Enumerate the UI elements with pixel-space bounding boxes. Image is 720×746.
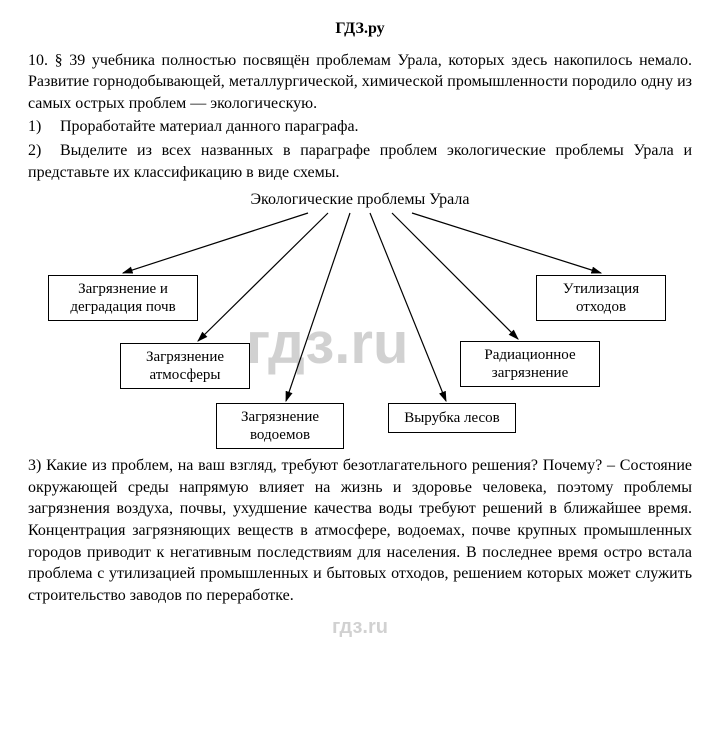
diagram-node-n1: Загрязнение идеградация почв	[48, 275, 198, 321]
site-header: ГДЗ.ру	[28, 18, 692, 40]
diagram-node-n3: Загрязнениеатмосферы	[120, 343, 250, 389]
q3-paragraph: 3) Какие из проблем, на ваш взгляд, треб…	[28, 455, 692, 606]
q3-lead: 3) Какие из проблем, на ваш взгляд, треб…	[28, 457, 620, 474]
diagram-node-n2: Утилизацияотходов	[536, 275, 666, 321]
watermark-footer: гдз.ru	[28, 614, 692, 641]
diagram-node-n5: Загрязнениеводоемов	[216, 403, 344, 449]
q3-answer: Состояние окружающей среды напрямую влия…	[28, 457, 692, 604]
diagram: гдз.ru Экологические проблемы Урала Загр…	[28, 189, 692, 449]
intro-paragraph: 10. § 39 учебника полностью посвящён про…	[28, 50, 692, 115]
diagram-node-n6: Вырубка лесов	[388, 403, 516, 433]
list-num-1: 1)	[28, 116, 60, 138]
list-item-2: 2)Выделите из всех названных в параграфе…	[28, 140, 692, 183]
diagram-node-n4: Радиационноезагрязнение	[460, 341, 600, 387]
list-text-2: Выделите из всех названных в параграфе п…	[28, 142, 692, 181]
list-text-1: Проработайте материал данного параграфа.	[60, 118, 359, 135]
list-num-2: 2)	[28, 140, 60, 162]
list-item-1: 1)Проработайте материал данного параграф…	[28, 116, 692, 138]
